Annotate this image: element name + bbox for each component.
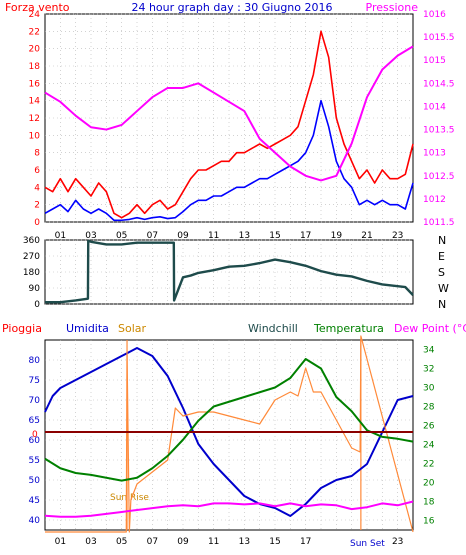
y-tick-label-right: 32 (423, 365, 434, 375)
x-tick-label: 13 (239, 231, 250, 241)
y-tick-label-right: 34 (423, 346, 435, 356)
x-tick-label: 15 (269, 231, 280, 241)
y-tick-label-right: 1013 (423, 149, 446, 159)
y-tick-label-left: 55 (29, 456, 40, 466)
x-tick-label: 03 (85, 537, 96, 547)
series-line (44, 45, 414, 182)
sunrise-label: Sun Rise (110, 493, 149, 503)
y-tick-label-right: 20 (423, 479, 435, 489)
series-layer (44, 30, 414, 533)
x-tick-label: 05 (116, 231, 127, 241)
legend-solar: Solar (118, 322, 147, 335)
tick-layer: 01 03 05 07 09 11 13 15 17 19 21 23 01 03 05 07 09 11 13 15… (23, 10, 455, 547)
y-tick-label-left: 90 (29, 284, 41, 294)
x-tick-label: 17 (300, 231, 311, 241)
series-line (44, 500, 414, 518)
rain-zero-label: 0 (32, 430, 38, 440)
y-tick-label-left: 0 (34, 218, 40, 228)
y-tick-label-left: 80 (29, 356, 41, 366)
x-tick-label: 07 (147, 537, 158, 547)
series-line (44, 358, 414, 482)
y-tick-label-right: 16 (423, 517, 435, 527)
y-tick-label-right: 26 (423, 422, 435, 432)
x-tick-label: 07 (147, 231, 158, 241)
x-tick-label: 09 (177, 537, 189, 547)
x-tick-label: 05 (116, 537, 127, 547)
y-tick-label-right: 1014.5 (423, 79, 455, 89)
y-tick-label-left: 0 (34, 300, 40, 310)
y-tick-label-left: 65 (29, 416, 40, 426)
y-tick-label-left: 24 (29, 10, 41, 20)
x-tick-label: 01 (55, 537, 66, 547)
y-tick-label-left: 45 (29, 496, 40, 506)
y-tick-label-right: 1016 (423, 10, 446, 20)
y-tick-label-left: 12 (29, 114, 40, 124)
x-tick-label: 09 (177, 231, 189, 241)
y-tick-label-right: 22 (423, 460, 434, 470)
legend-temperatura: Temperatura (313, 322, 384, 335)
grid-layer (45, 13, 413, 530)
x-tick-label: 11 (208, 231, 219, 241)
y-tick-label-left: 8 (34, 149, 40, 159)
y-tick-label-left: 4 (34, 183, 40, 193)
legend-pioggia: Pioggia (2, 322, 42, 335)
y-tick-label-left: 20 (29, 45, 41, 55)
series-line (45, 335, 414, 533)
chart1-title: 24 hour graph day : 30 Giugno 2016 (131, 1, 332, 14)
series-line (44, 99, 414, 222)
x-tick-label: 21 (361, 231, 372, 241)
y-tick-label-right: 1011.5 (423, 218, 455, 228)
y-tick-label-left: 70 (29, 396, 41, 406)
x-tick-label: 03 (85, 231, 96, 241)
x-tick-label: 23 (392, 537, 403, 547)
y-tick-label-left: 60 (29, 436, 41, 446)
y-tick-label-right: N (438, 298, 446, 311)
y-tick-label-right: 1012 (423, 195, 446, 205)
y-tick-label-left: 180 (23, 268, 40, 278)
x-tick-label: 17 (300, 537, 311, 547)
y-tick-label-right: 18 (423, 498, 435, 508)
x-tick-label: 19 (331, 231, 343, 241)
sunset-label: Sun Set (350, 539, 385, 549)
y-tick-label-right: 28 (423, 403, 435, 413)
y-tick-label-right: E (438, 250, 445, 263)
y-tick-label-right: N (438, 234, 446, 247)
x-tick-label: 11 (208, 537, 219, 547)
y-tick-label-right: 24 (423, 441, 435, 451)
legend-dew-point: Dew Point (°C) (394, 322, 466, 335)
y-tick-label-left: 40 (29, 516, 41, 526)
y-tick-label-left: 10 (29, 131, 41, 141)
series-line (44, 30, 414, 219)
y-tick-label-right: S (438, 266, 445, 279)
y-tick-label-left: 50 (29, 476, 41, 486)
y-tick-label-right: 1015 (423, 56, 446, 66)
y-tick-label-right: 1015.5 (423, 33, 455, 43)
series-line (45, 239, 414, 304)
y-tick-label-left: 2 (34, 201, 40, 211)
legend-umidita: Umidita (66, 322, 109, 335)
y-tick-label-right: W (438, 282, 449, 295)
chart1-right-axis-label: Pressione (366, 1, 419, 14)
y-tick-label-left: 270 (23, 252, 40, 262)
series-line (44, 347, 414, 517)
x-tick-label: 23 (392, 231, 403, 241)
y-tick-label-left: 18 (29, 62, 41, 72)
y-tick-label-right: 1012.5 (423, 172, 455, 182)
y-tick-label-left: 14 (29, 97, 41, 107)
y-tick-label-left: 22 (29, 27, 40, 37)
y-tick-label-right: 30 (423, 384, 435, 394)
y-tick-label-right: 1014 (423, 102, 446, 112)
x-tick-label: 15 (269, 537, 280, 547)
chart1-left-axis-label: Forza vento (5, 1, 70, 14)
x-tick-label: 13 (239, 537, 250, 547)
y-tick-label-left: 360 (23, 236, 40, 246)
x-tick-label: 01 (55, 231, 66, 241)
y-tick-label-left: 75 (29, 376, 40, 386)
y-tick-label-left: 16 (29, 79, 41, 89)
y-tick-label-right: 1013.5 (423, 126, 455, 136)
y-tick-label-left: 6 (34, 166, 40, 176)
legend-windchill: Windchill (248, 322, 298, 335)
